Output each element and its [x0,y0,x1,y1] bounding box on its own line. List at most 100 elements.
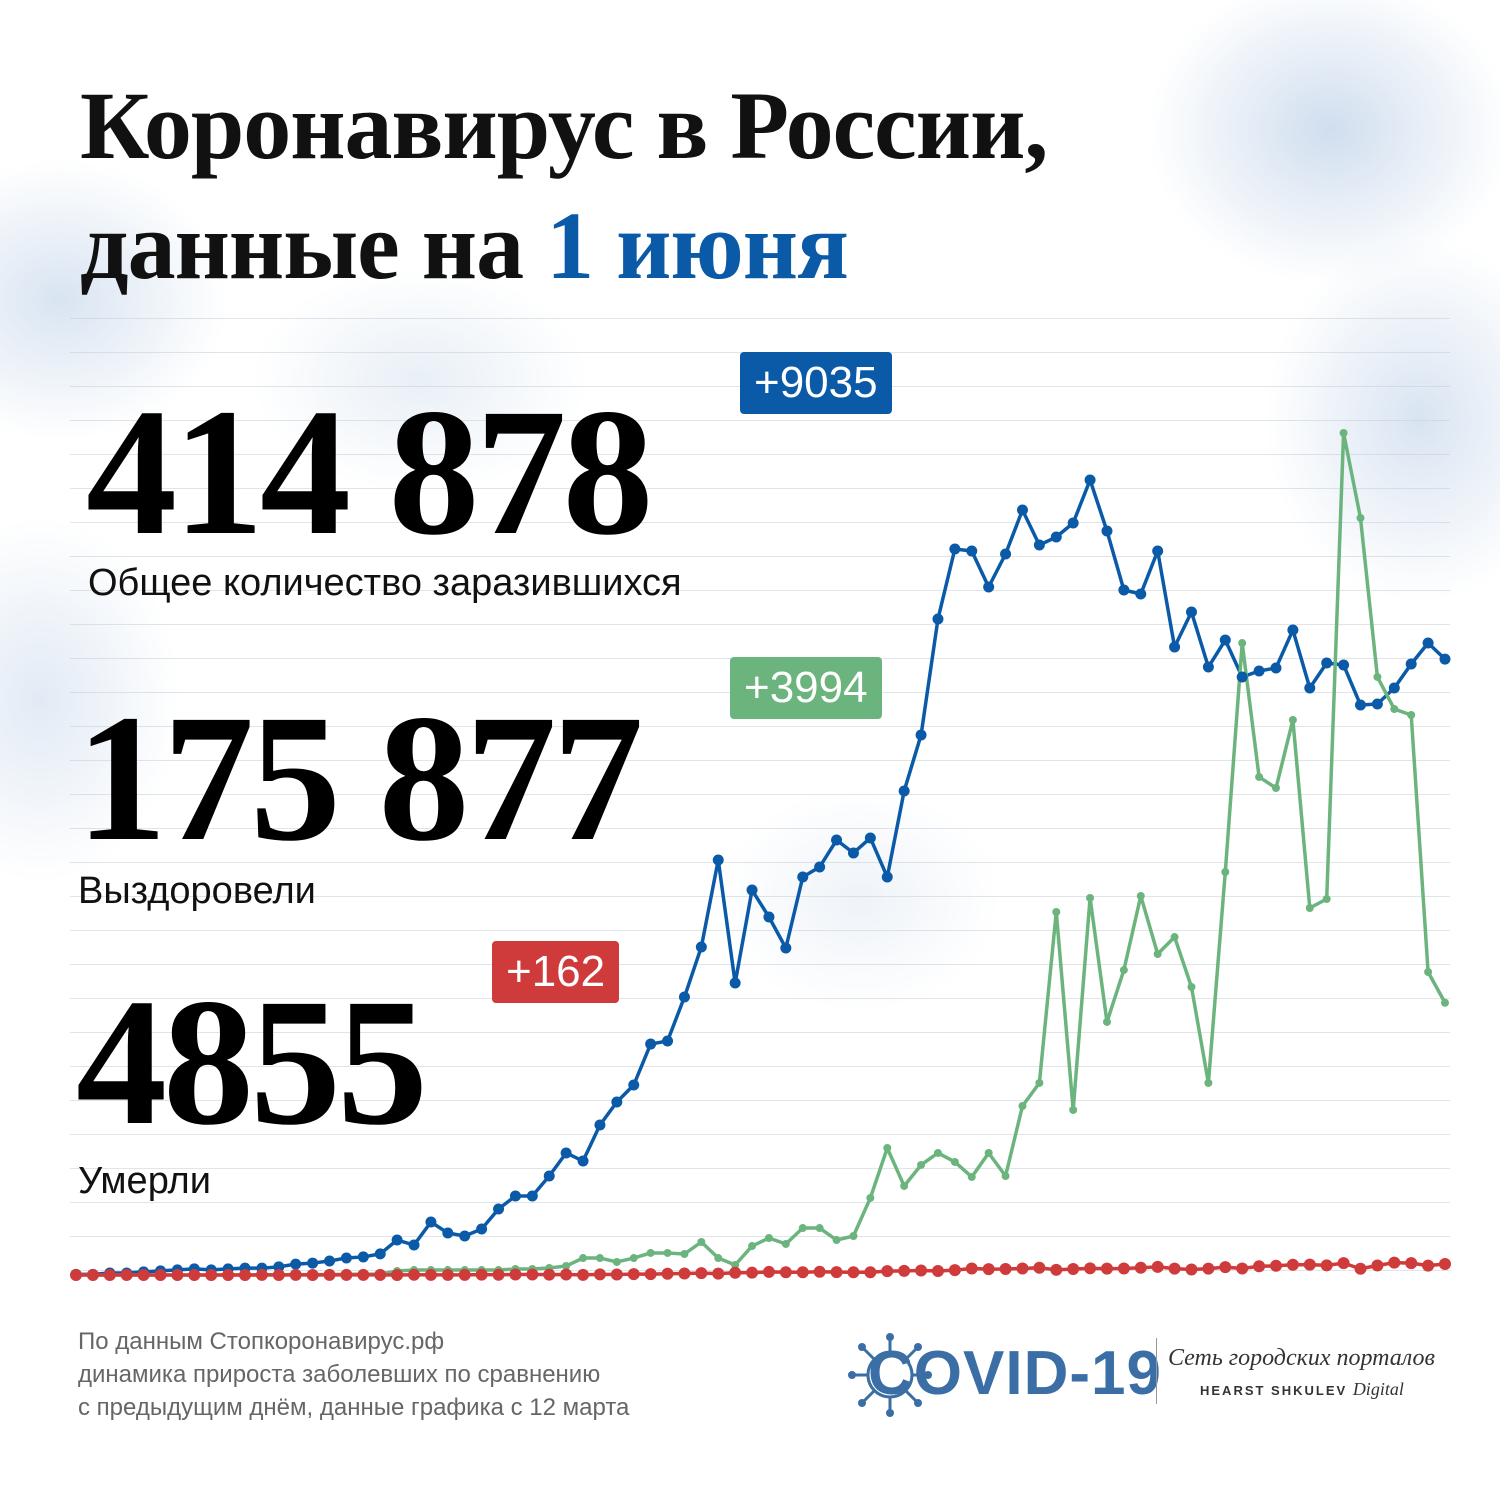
data-point [492,1268,505,1281]
data-point [815,1224,824,1233]
data-point [967,1172,976,1181]
data-point [1035,1078,1044,1087]
data-point [1424,967,1433,976]
data-point [1405,658,1417,670]
data-point [729,1266,742,1279]
data-point [813,1265,826,1278]
data-point [983,581,995,593]
data-point [1253,1260,1266,1273]
data-point [543,1170,555,1182]
data-point [408,1239,420,1251]
data-point [714,1254,723,1263]
data-point [442,1227,454,1239]
data-point [1016,504,1028,516]
data-point [1170,933,1179,942]
data-point [424,1268,437,1281]
data-point [1371,1259,1384,1272]
data-point [255,1268,268,1281]
data-point [1390,705,1399,714]
data-point [949,543,961,555]
data-point [1067,1263,1080,1276]
data-point [746,1266,759,1279]
data-point [762,1265,775,1278]
data-point [1151,1260,1164,1273]
data-point [1134,1261,1147,1274]
data-point [1238,639,1247,648]
data-point [577,1268,590,1281]
data-point [847,847,859,859]
data-point [273,1261,285,1273]
data-point [1287,624,1299,636]
data-point [1439,653,1451,665]
data-point [560,1147,572,1159]
data-point [509,1190,521,1202]
data-point [1373,672,1382,681]
data-point [1405,1257,1418,1270]
title-line: Коронавирус в России, [80,72,1048,179]
data-point [680,1250,689,1259]
virus-icon [848,1333,932,1417]
data-point [1050,531,1062,543]
data-point [188,1269,201,1281]
data-point [1356,514,1365,523]
data-point [103,1269,116,1281]
data-point [1354,1262,1367,1275]
data-point [931,1265,944,1278]
footer-line: динамика прироста заболевших по сравнени… [78,1361,601,1388]
data-point [627,1268,640,1281]
logo-network: Сеть городских порталов [1168,1345,1435,1371]
data-point [1153,950,1162,959]
data-point [120,1269,133,1281]
data-point [1169,641,1181,653]
data-point [644,1268,657,1281]
data-point [1119,966,1128,975]
stat-total: 414 878 [86,372,653,573]
stat-total: 175 877 [76,678,643,879]
data-point [678,991,690,1003]
data-point [831,834,843,846]
data-point [222,1269,235,1281]
data-point [1337,1257,1350,1270]
data-point [1321,657,1333,669]
data-point [629,1254,638,1263]
data-point [357,1251,369,1263]
stat-total: 4855 [76,962,428,1163]
data-point [1033,1261,1046,1274]
data-point [1000,548,1012,560]
data-point [1441,998,1449,1007]
data-point [1052,908,1061,917]
data-point [866,1193,875,1202]
data-point [1202,1262,1215,1275]
data-point [579,1254,588,1263]
data-point [881,871,893,883]
data-point [526,1190,538,1202]
data-point [1219,1261,1232,1274]
data-point [1339,429,1348,437]
data-point [646,1248,655,1257]
data-point [1086,893,1095,902]
data-point [1084,1262,1097,1275]
data-point [509,1268,522,1281]
data-point [950,1157,959,1166]
data-point [408,1268,421,1281]
data-point [1288,715,1297,724]
data-point [425,1216,437,1228]
data-point [898,1264,911,1277]
data-point [290,1258,302,1270]
data-point [780,942,792,954]
data-point [1118,584,1130,596]
data-point [1305,903,1314,912]
data-point [864,832,876,844]
data-point [915,1264,928,1277]
data-point [475,1268,488,1281]
data-point [306,1269,319,1281]
data-point [1219,634,1231,646]
data-point [1304,682,1316,694]
data-point [645,1038,657,1050]
data-point [662,1035,674,1047]
data-point [883,1144,892,1153]
data-point [594,1119,606,1131]
data-point [1388,1256,1401,1269]
data-point [374,1268,387,1281]
